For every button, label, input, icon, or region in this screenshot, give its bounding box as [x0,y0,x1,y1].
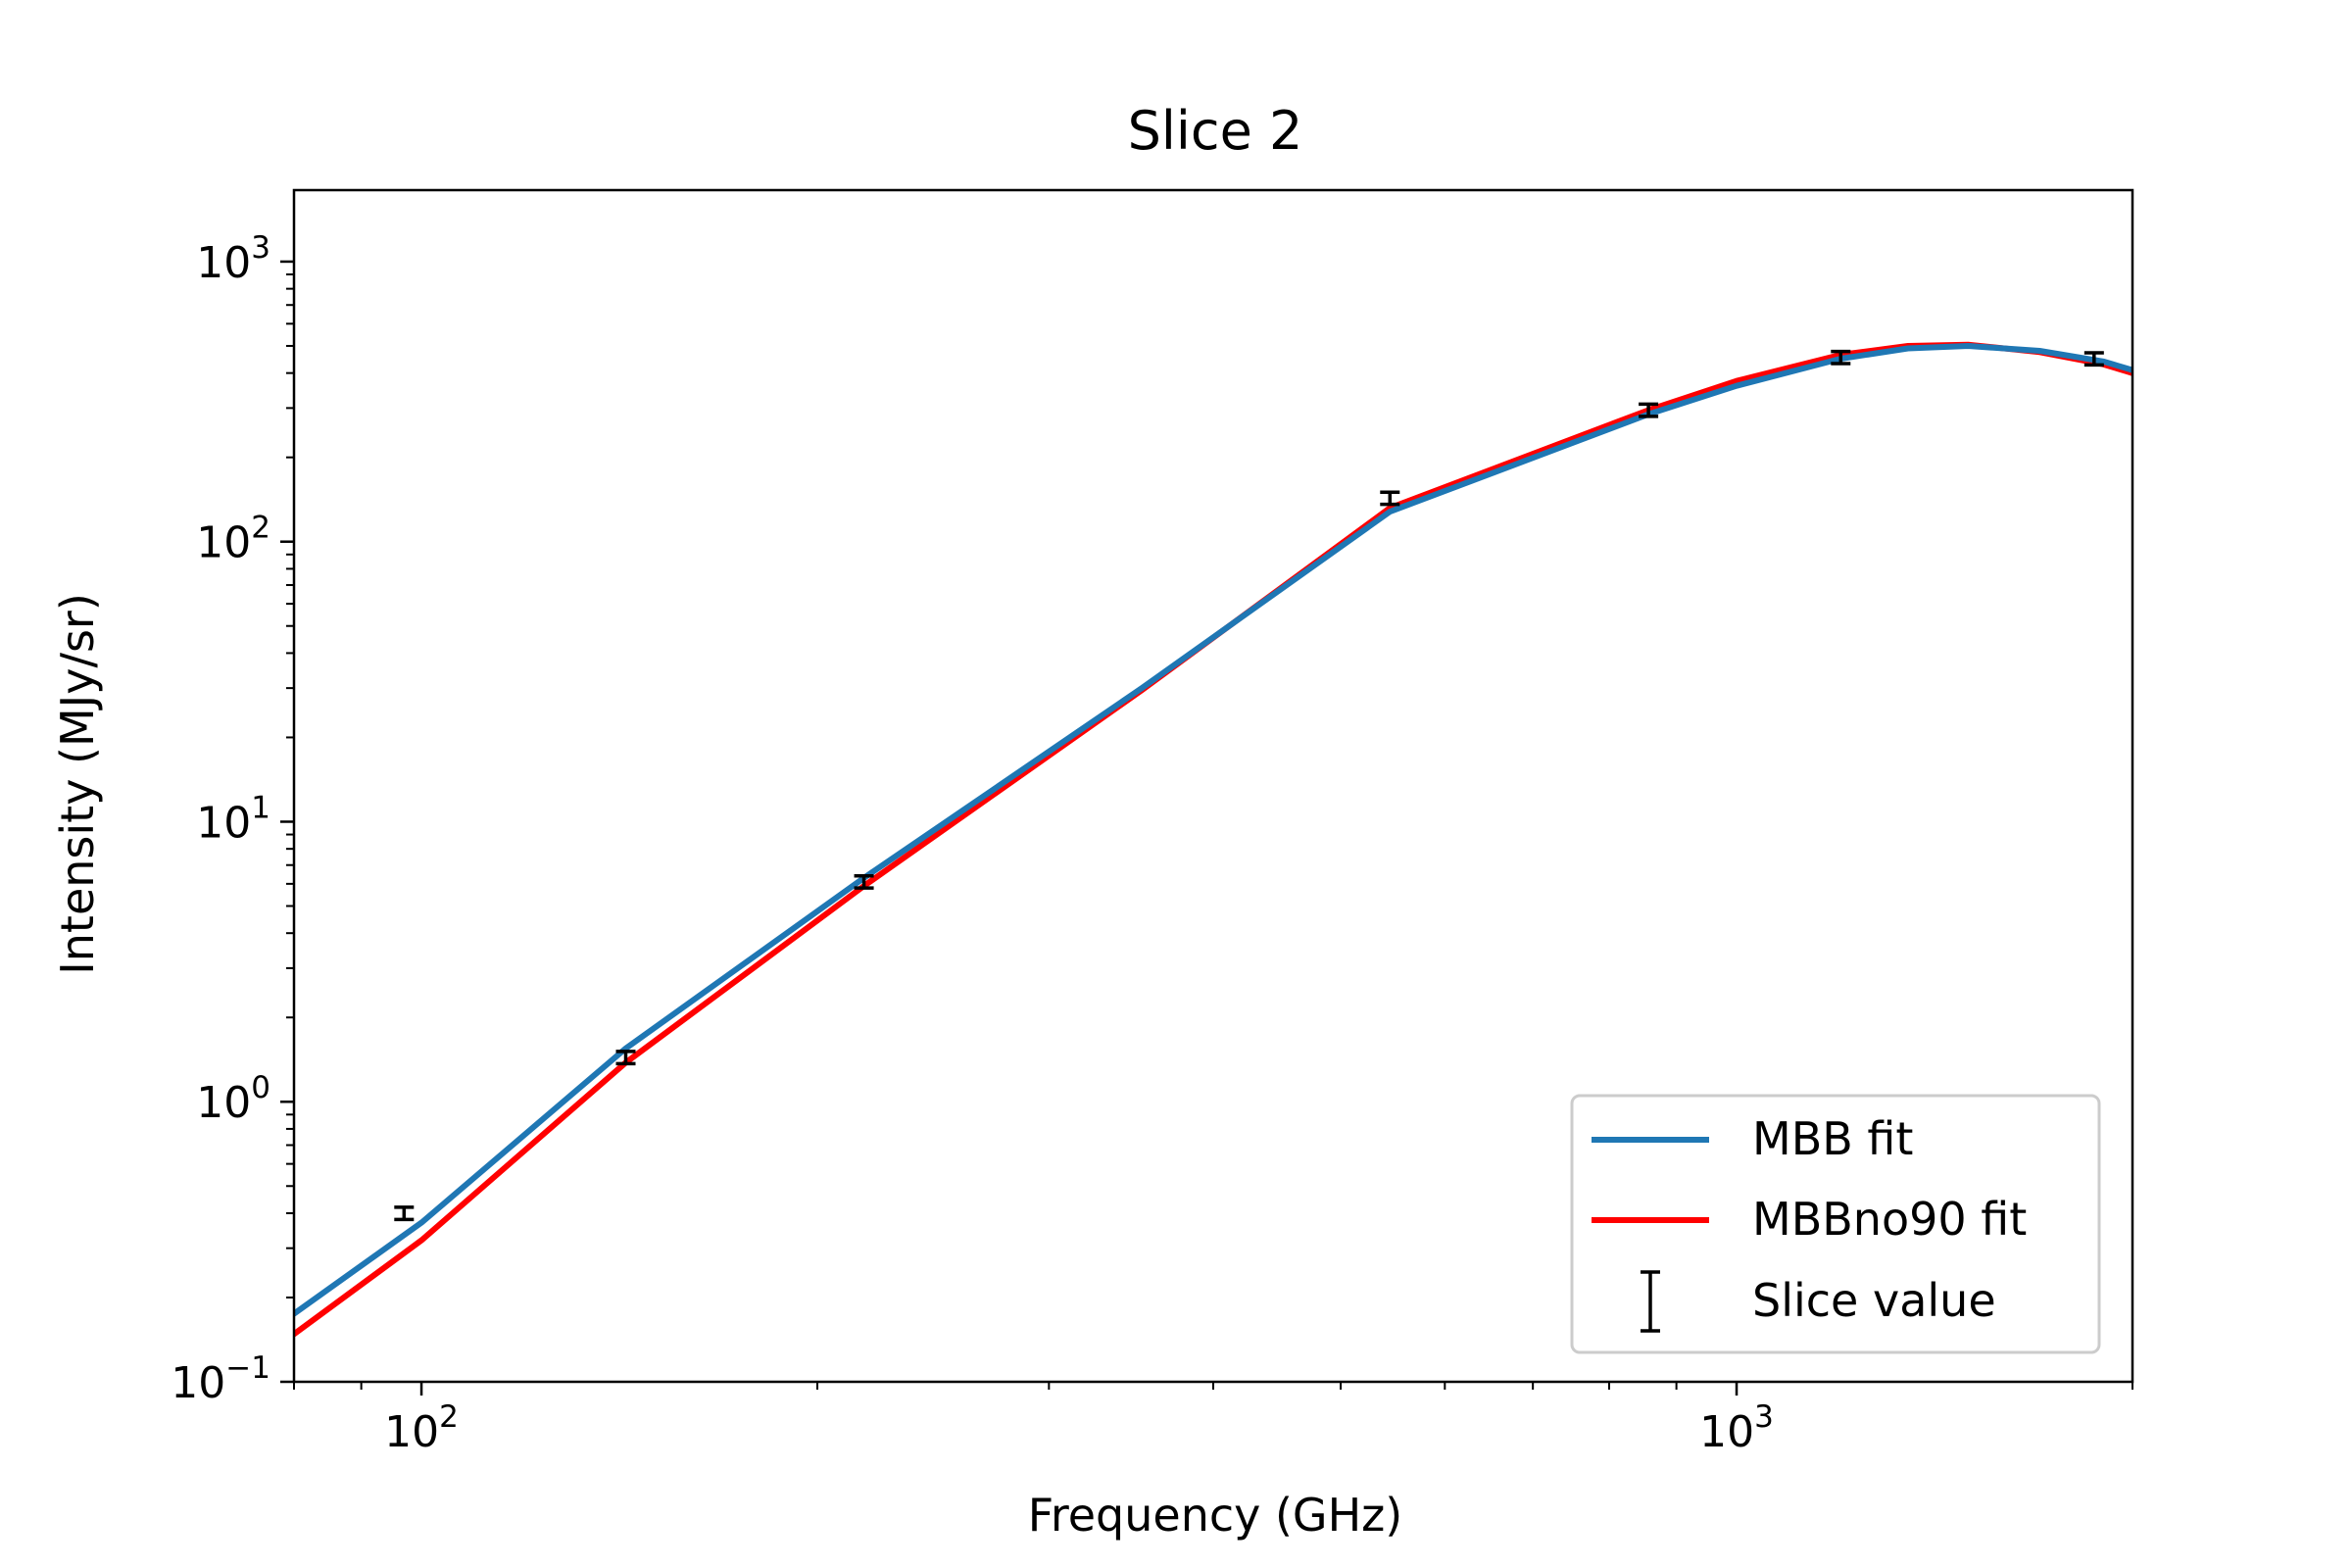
series-line-mbb-fit [294,343,2132,1317]
slice-value-errorbar [1639,402,1659,418]
legend-box [1570,1094,2101,1354]
legend-label-mbb: MBB fit [1752,1112,1913,1165]
slice-value-errorbar [2083,351,2104,368]
x-axis-label: Frequency (GHz) [1028,1489,1403,1542]
y-tick-label: 100 [196,1070,270,1128]
y-tick-label: 10−1 [171,1350,270,1408]
legend: MBB fit MBBno90 fit Slice value [1570,1094,2101,1354]
chart-title: Slice 2 [1128,100,1303,162]
slice-value-points [394,349,2104,1222]
x-tick-label: 103 [1699,1399,1774,1457]
slice-value-errorbar [615,1050,636,1066]
legend-label-mbbno90: MBBno90 fit [1752,1193,2027,1246]
legend-label-slice-value: Slice value [1752,1274,1996,1327]
plot-area [294,341,2132,1338]
slice-value-errorbar [854,874,874,890]
slice-value-errorbar [1831,349,1851,366]
y-tick-label: 101 [196,790,270,848]
y-axis: 10−1 100 101 102 103 [171,230,294,1408]
legend-swatch-errorbar [1641,1270,1660,1333]
y-axis-label: Intensity (MJy/sr) [51,593,104,975]
y-tick-label: 103 [196,230,270,288]
x-axis: 102 103 [293,1382,2133,1457]
slice-value-errorbar [394,1205,415,1222]
y-tick-label: 102 [196,511,270,568]
slice-value-errorbar [1380,490,1400,507]
x-tick-label: 102 [384,1399,459,1457]
